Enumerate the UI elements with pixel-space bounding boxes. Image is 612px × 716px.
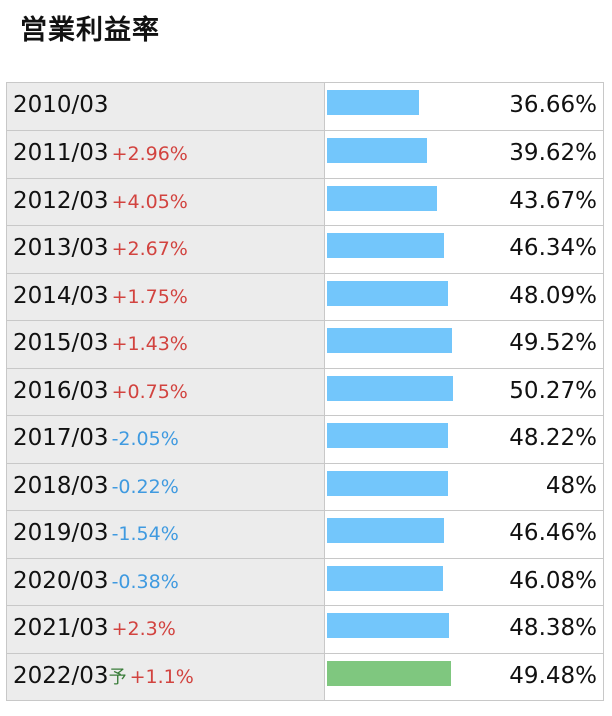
operating-margin-table: 2010/03 36.66% 2011/03 +2.96% 39.62% 2012/03 +… (6, 82, 604, 701)
bar-cell (325, 606, 505, 653)
change-label: -2.05% (111, 428, 179, 450)
change-label: +2.67% (111, 238, 188, 260)
value-label: 49.52% (509, 330, 597, 356)
table-row: 2015/03 +1.43% 49.52% (6, 321, 604, 369)
margin-bar (327, 233, 444, 258)
period-label: 2011/03 (13, 140, 109, 166)
bar-cell (325, 83, 505, 130)
period-cell: 2017/03 -2.05% (7, 416, 325, 463)
period-cell: 2011/03 +2.96% (7, 131, 325, 178)
bar-cell (325, 274, 505, 321)
period-cell: 2022/03予 +1.1% (7, 653, 325, 700)
margin-bar (327, 90, 419, 115)
margin-bar (327, 328, 452, 353)
value-label: 48.38% (509, 615, 597, 641)
margin-bar (327, 375, 453, 401)
period-label: 2019/03 (13, 520, 109, 546)
change-label: +1.1% (129, 665, 194, 688)
change-label: -0.22% (111, 475, 179, 498)
period-cell: 2018/03 -0.22% (7, 463, 325, 510)
margin-bar (327, 423, 448, 448)
margin-bar (327, 518, 444, 543)
period-label: 2015/03 (13, 330, 109, 356)
table-row: 2020/03 -0.38% 46.08% (6, 558, 604, 606)
change-label: +1.75% (111, 285, 188, 308)
value-label: 46.08% (509, 567, 597, 594)
period-label: 2017/03 (13, 425, 109, 451)
value-label: 48% (545, 472, 597, 499)
bar-cell (325, 226, 505, 273)
value-label: 50.27% (509, 377, 597, 404)
value-label: 39.62% (509, 140, 597, 166)
margin-bar (327, 280, 448, 306)
period-label: 2022/03 (13, 662, 109, 689)
period-label: 2014/03 (13, 282, 109, 309)
table-row: 2014/03 +1.75% 48.09% (6, 273, 604, 321)
period-cell: 2014/03 +1.75% (7, 273, 325, 320)
period-cell: 2012/03 +4.05% (7, 178, 325, 225)
change-label: +2.3% (111, 618, 176, 640)
bar-cell (325, 559, 505, 606)
period-cell: 2019/03 -1.54% (7, 511, 325, 558)
margin-bar (327, 470, 448, 496)
change-label: -0.38% (111, 570, 179, 593)
table-row: 2013/03 +2.67% 46.34% (6, 226, 604, 274)
bar-cell (325, 131, 505, 178)
period-label: 2021/03 (13, 615, 109, 641)
change-label: +4.05% (111, 190, 188, 213)
change-label: +2.96% (111, 143, 188, 165)
value-label: 46.46% (509, 520, 597, 546)
change-label: +0.75% (111, 380, 188, 403)
bar-cell (325, 369, 505, 416)
value-label: 43.67% (509, 187, 597, 214)
period-label: 2013/03 (13, 235, 109, 261)
table-row: 2010/03 36.66% (6, 83, 604, 131)
bar-cell (325, 511, 505, 558)
change-label: -1.54% (111, 523, 179, 545)
table-row: 2011/03 +2.96% 39.62% (6, 131, 604, 179)
forecast-bar (327, 660, 451, 686)
bar-cell (325, 464, 505, 511)
period-cell: 2015/03 +1.43% (7, 321, 325, 368)
period-label: 2020/03 (13, 567, 109, 594)
value-label: 46.34% (509, 235, 597, 261)
change-label: +1.43% (111, 333, 188, 355)
table-row: 2019/03 -1.54% 46.46% (6, 511, 604, 559)
bar-cell (325, 321, 505, 368)
table-row: 2012/03 +4.05% 43.67% (6, 178, 604, 226)
bar-cell (325, 416, 505, 463)
table-row: 2016/03 +0.75% 50.27% (6, 368, 604, 416)
table-row: 2017/03 -2.05% 48.22% (6, 416, 604, 464)
margin-bar (327, 185, 437, 211)
table-row: 2018/03 -0.22% 48% (6, 463, 604, 511)
forecast-mark: 予 (108, 666, 127, 688)
period-cell: 2013/03 +2.67% (7, 226, 325, 273)
margin-bar (327, 613, 449, 638)
value-label: 48.22% (509, 425, 597, 451)
value-label: 49.48% (509, 662, 597, 689)
period-cell: 2021/03 +2.3% (7, 606, 325, 653)
margin-bar (327, 138, 427, 163)
period-label: 2016/03 (13, 377, 109, 404)
value-label: 36.66% (509, 92, 597, 118)
period-cell: 2016/03 +0.75% (7, 368, 325, 415)
margin-bar (327, 565, 443, 591)
period-label: 2012/03 (13, 187, 109, 214)
period-label: 2018/03 (13, 472, 109, 499)
page-title: 営業利益率 (20, 15, 160, 46)
value-label: 48.09% (509, 282, 597, 309)
period-cell: 2020/03 -0.38% (7, 558, 325, 605)
bar-cell (325, 654, 505, 701)
table-row: 2022/03予 +1.1% 49.48% (6, 653, 604, 701)
table-row: 2021/03 +2.3% 48.38% (6, 606, 604, 654)
period-label: 2010/03 (13, 92, 109, 118)
period-cell: 2010/03 (7, 83, 325, 130)
bar-cell (325, 179, 505, 226)
